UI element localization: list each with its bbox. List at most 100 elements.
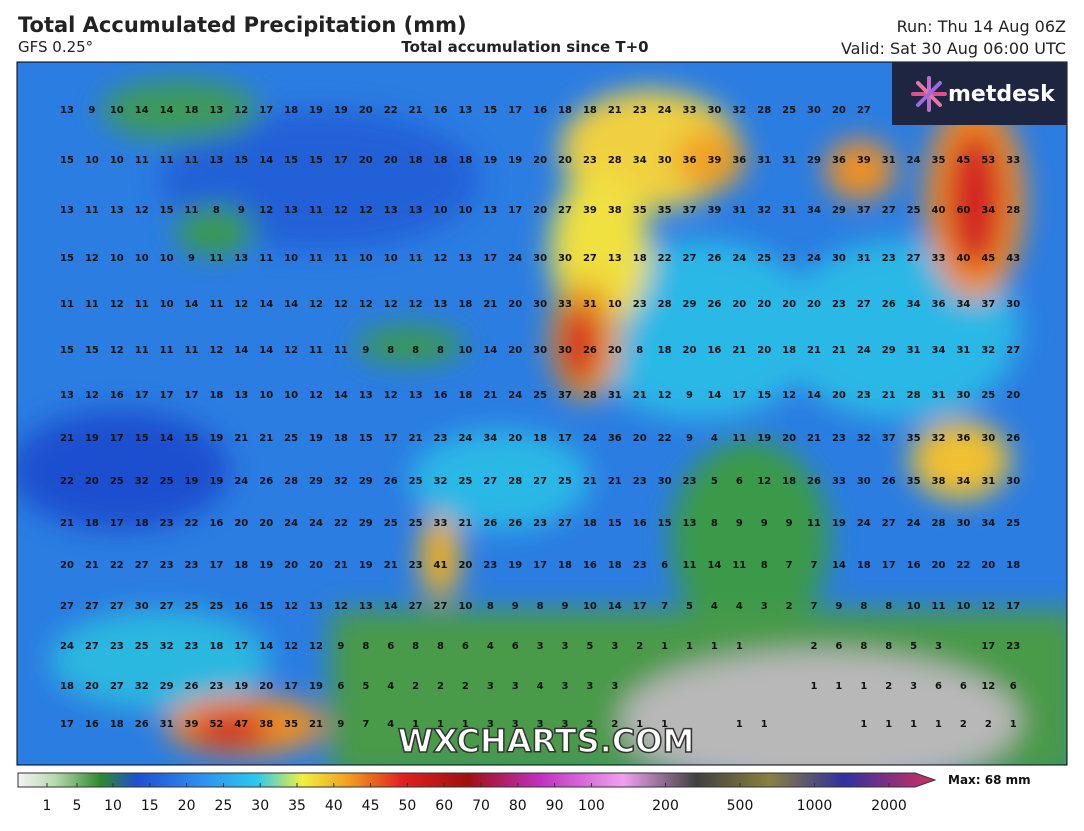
grid-value: 20 xyxy=(1006,390,1020,401)
grid-value: 13 xyxy=(209,105,223,116)
grid-value: 32 xyxy=(932,433,946,444)
grid-value: 10 xyxy=(956,601,970,612)
grid-value: 28 xyxy=(658,299,672,310)
grid-value: 37 xyxy=(558,390,572,401)
grid-value: 14 xyxy=(707,560,721,571)
grid-value: 22 xyxy=(956,560,970,571)
colorbar-label: 50 xyxy=(398,798,416,814)
grid-value: 21 xyxy=(409,433,423,444)
grid-value: 30 xyxy=(956,518,970,529)
grid-value: 14 xyxy=(259,299,273,310)
grid-value: 31 xyxy=(981,476,995,487)
grid-value: 11 xyxy=(185,345,199,356)
grid-value: 21 xyxy=(60,518,74,529)
grid-value: 11 xyxy=(160,345,174,356)
grid-value: 8 xyxy=(412,345,419,356)
grid-value: 12 xyxy=(359,205,373,216)
grid-value: 2 xyxy=(586,719,593,730)
grid-value: 17 xyxy=(508,105,522,116)
grid-value: 34 xyxy=(981,205,995,216)
grid-value: 12 xyxy=(135,205,149,216)
grid-value: 11 xyxy=(334,253,348,264)
grid-value: 1 xyxy=(661,719,668,730)
grid-value: 23 xyxy=(583,155,597,166)
grid-value: 17 xyxy=(110,433,124,444)
grid-value: 32 xyxy=(857,433,871,444)
grid-value: 26 xyxy=(185,681,199,692)
grid-value: 1 xyxy=(462,719,469,730)
grid-value: 18 xyxy=(209,390,223,401)
grid-value: 10 xyxy=(110,253,124,264)
grid-value: 10 xyxy=(434,205,448,216)
grid-value: 27 xyxy=(857,299,871,310)
grid-value: 29 xyxy=(807,155,821,166)
grid-value: 17 xyxy=(1006,601,1020,612)
grid-value: 19 xyxy=(309,681,323,692)
grid-value: 28 xyxy=(608,155,622,166)
grid-value: 9 xyxy=(88,105,95,116)
grid-value: 9 xyxy=(786,518,793,529)
grid-value: 10 xyxy=(284,390,298,401)
grid-value: 15 xyxy=(234,155,248,166)
grid-value: 6 xyxy=(337,681,344,692)
grid-value: 22 xyxy=(110,560,124,571)
grid-value: 4 xyxy=(387,719,394,730)
grid-value: 10 xyxy=(135,253,149,264)
grid-value: 11 xyxy=(135,155,149,166)
grid-value: 26 xyxy=(135,719,149,730)
grid-value: 16 xyxy=(234,601,248,612)
grid-value: 19 xyxy=(309,433,323,444)
grid-value: 12 xyxy=(409,299,423,310)
grid-value: 30 xyxy=(956,390,970,401)
grid-value: 32 xyxy=(334,476,348,487)
grid-value: 18 xyxy=(209,641,223,652)
grid-value: 13 xyxy=(458,105,472,116)
colorbar-label: 20 xyxy=(178,798,196,814)
grid-value: 3 xyxy=(562,681,569,692)
grid-value: 23 xyxy=(633,105,647,116)
grid-value: 3 xyxy=(487,681,494,692)
grid-value: 17 xyxy=(384,433,398,444)
grid-value: 27 xyxy=(683,253,697,264)
grid-value: 8 xyxy=(487,601,494,612)
grid-value: 36 xyxy=(732,155,746,166)
grid-value: 9 xyxy=(337,719,344,730)
grid-value: 24 xyxy=(284,518,298,529)
grid-value: 37 xyxy=(981,299,995,310)
grid-value: 32 xyxy=(434,476,448,487)
grid-value: 21 xyxy=(483,390,497,401)
grid-value: 20 xyxy=(782,299,796,310)
colorbar-label: 70 xyxy=(472,798,490,814)
grid-value: 16 xyxy=(85,719,99,730)
grid-value: 19 xyxy=(85,433,99,444)
grid-value: 5 xyxy=(362,681,369,692)
grid-value: 29 xyxy=(683,299,697,310)
grid-value: 17 xyxy=(732,390,746,401)
grid-value: 12 xyxy=(334,601,348,612)
grid-value: 1 xyxy=(910,719,917,730)
grid-value: 29 xyxy=(832,205,846,216)
grid-value: 34 xyxy=(633,155,647,166)
grid-value: 21 xyxy=(458,518,472,529)
colorbar-label: 5 xyxy=(73,798,82,814)
grid-value: 14 xyxy=(160,105,174,116)
grid-value: 18 xyxy=(409,155,423,166)
grid-value: 16 xyxy=(907,560,921,571)
grid-value: 39 xyxy=(185,719,199,730)
grid-value: 13 xyxy=(209,155,223,166)
grid-value: 13 xyxy=(434,299,448,310)
grid-value: 13 xyxy=(409,390,423,401)
grid-value: 25 xyxy=(409,518,423,529)
grid-value: 9 xyxy=(686,433,693,444)
grid-value: 6 xyxy=(661,560,668,571)
grid-value: 20 xyxy=(782,433,796,444)
grid-value: 32 xyxy=(135,476,149,487)
grid-value: 33 xyxy=(1006,155,1020,166)
grid-value: 25 xyxy=(135,641,149,652)
grid-value: 3 xyxy=(910,681,917,692)
grid-value: 1 xyxy=(686,641,693,652)
grid-value: 27 xyxy=(882,205,896,216)
grid-value: 13 xyxy=(284,205,298,216)
grid-value: 8 xyxy=(711,518,718,529)
grid-value: 26 xyxy=(882,476,896,487)
